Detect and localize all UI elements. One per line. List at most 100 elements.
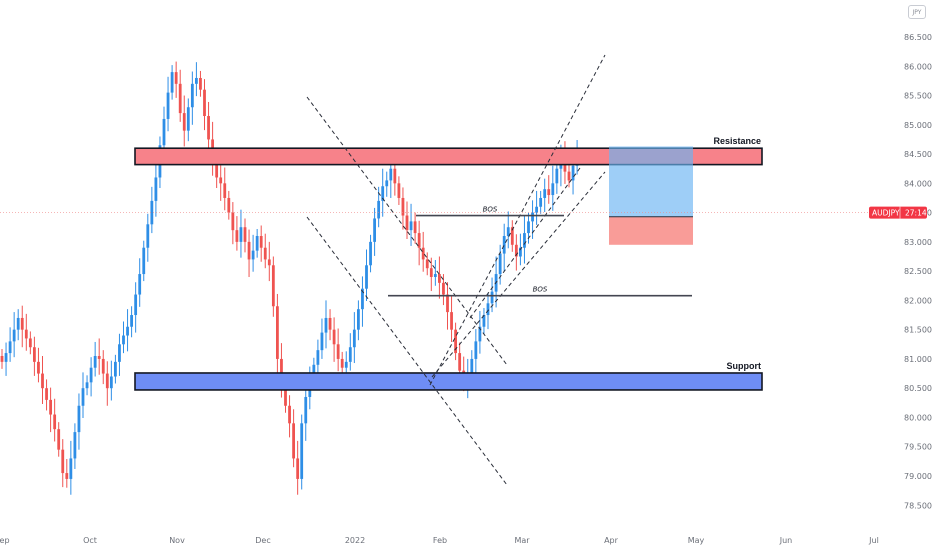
candle-body [170, 72, 174, 93]
candle-body [438, 274, 441, 283]
candle-body [182, 113, 186, 131]
candle-body [413, 221, 417, 234]
candle-body [259, 236, 263, 248]
candle-body [385, 180, 389, 187]
candle-body [126, 326, 129, 336]
candle-body [280, 358, 283, 386]
y-tick-label: 80.500 [904, 384, 932, 393]
candle-body [300, 423, 304, 479]
candle-body [389, 168, 393, 181]
candle-body [239, 227, 243, 242]
y-tick-label: 85.000 [904, 121, 932, 130]
candle-body [551, 183, 555, 196]
candle-body [8, 341, 12, 354]
candle-body [255, 236, 259, 251]
candle-body [478, 326, 482, 342]
candle-body [555, 168, 559, 184]
candle-body [45, 388, 48, 400]
y-tick-label: 82.000 [904, 296, 932, 305]
candle-body [142, 247, 146, 275]
candle-body [247, 241, 251, 260]
candle-body [458, 353, 462, 371]
candle-body [320, 332, 324, 351]
candle-body [267, 259, 271, 266]
candle-body [49, 399, 52, 415]
candle-body [276, 306, 279, 359]
candle-body [41, 373, 44, 389]
candle-body [514, 244, 518, 257]
candle-body [543, 189, 547, 198]
y-tick-label: 81.500 [904, 326, 932, 335]
candle-body [69, 458, 73, 479]
candle-body [162, 118, 166, 146]
candle-body [381, 186, 385, 201]
candle-body [263, 247, 267, 260]
support-label: Support [727, 361, 762, 371]
chart-drawings: Resistance Support BOS BOS [0, 54, 868, 486]
candle-body [369, 241, 372, 266]
y-tick-label: 86.500 [904, 33, 932, 42]
price-axis[interactable]: 86.50086.00085.50085.00084.50084.00083.5… [869, 33, 932, 510]
y-tick-label: 78.500 [904, 501, 932, 510]
candle-body [527, 221, 530, 234]
candle-body [474, 341, 478, 359]
candle-body [519, 247, 522, 257]
currency-badge[interactable]: JPY [908, 5, 926, 19]
y-tick-label: 79.000 [904, 472, 932, 481]
candle-body [77, 405, 81, 433]
candle-body [397, 183, 401, 198]
trend-line [429, 54, 606, 386]
y-tick-label: 79.500 [904, 443, 932, 452]
candle-body [134, 294, 138, 316]
y-tick-label: 85.500 [904, 92, 932, 101]
candle-body [357, 309, 360, 330]
candle-body [450, 312, 453, 330]
y-tick-label: 86.000 [904, 62, 932, 71]
candle-body [235, 230, 239, 242]
candle-body [20, 317, 24, 330]
candle-body [138, 274, 142, 295]
candle-body [89, 367, 93, 383]
candle-body [531, 212, 534, 222]
candle-body [567, 171, 571, 181]
resistance-zone [134, 147, 763, 166]
candle-body [348, 347, 352, 362]
candle-body [365, 265, 368, 289]
candle-body [539, 197, 543, 207]
x-tick-label: Nov [169, 536, 185, 545]
x-tick-label: Jul [868, 536, 879, 545]
candle-body [340, 358, 344, 368]
candle-body [344, 361, 348, 368]
candle-body [97, 356, 101, 359]
candle-body [223, 183, 227, 198]
candle-body [336, 344, 340, 359]
candle-body [118, 344, 121, 362]
candle-body [24, 329, 28, 339]
support-zone [134, 372, 763, 391]
candle-body [57, 429, 61, 450]
candle-body [53, 414, 57, 430]
x-tick-label: 2022 [345, 536, 365, 545]
x-tick-label: Feb [433, 536, 447, 545]
candle-body [174, 72, 178, 84]
candle-body [16, 317, 20, 330]
candle-body [486, 303, 490, 316]
candle-body [271, 265, 275, 307]
candle-body [502, 236, 506, 254]
candle-body [535, 206, 538, 213]
candle-body [195, 77, 198, 84]
candle-body [215, 159, 219, 178]
candle-body [417, 233, 421, 248]
candle-body [433, 274, 437, 277]
candle-body [199, 77, 202, 90]
x-tick-label: Sep [0, 536, 10, 545]
candle-body [296, 458, 300, 479]
candle-body [405, 215, 409, 231]
candle-body [33, 347, 36, 362]
candle-body [207, 116, 210, 140]
candle-body [304, 396, 308, 424]
bos-label: BOS [533, 286, 548, 294]
x-tick-label: Apr [604, 536, 619, 545]
time-axis[interactable]: Sep Oct Nov Dec 2022 Feb Mar Apr May Jun Jul [0, 536, 879, 545]
